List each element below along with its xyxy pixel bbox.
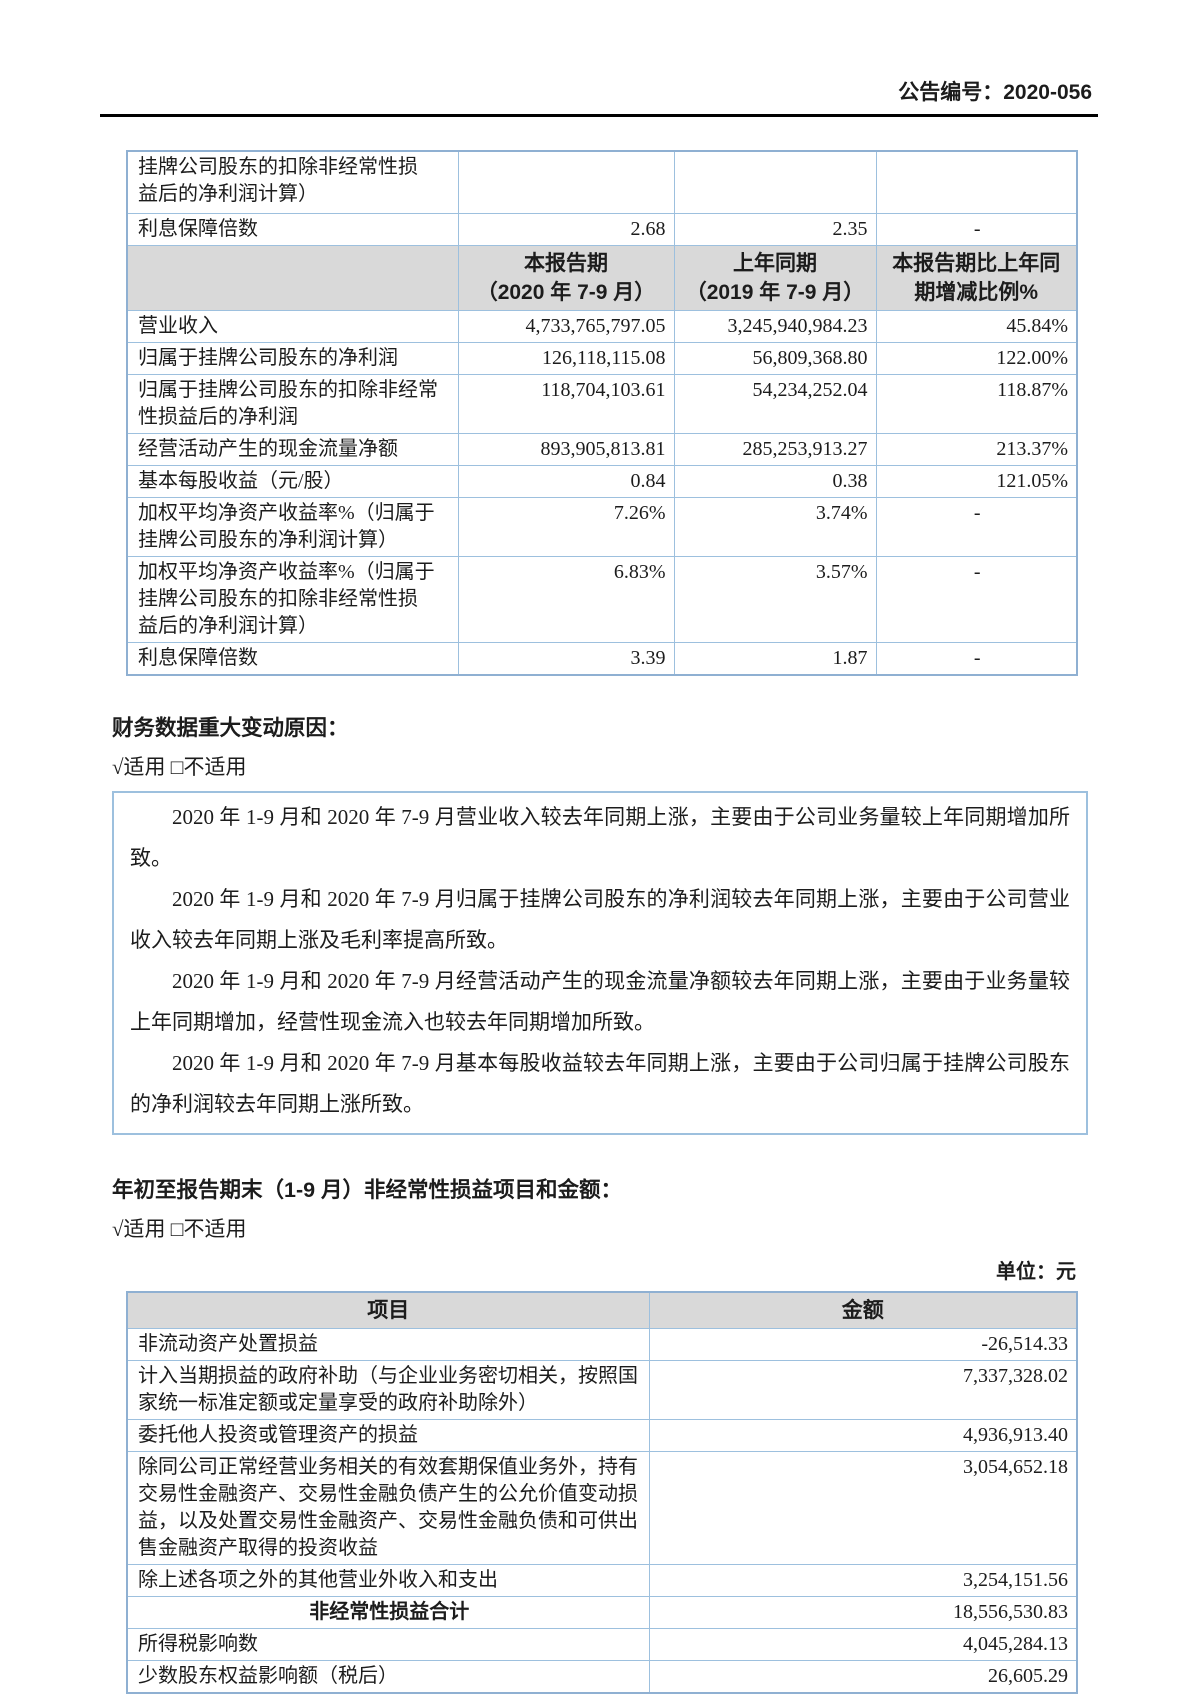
column-header: 本报告期比上年同 期增减比例%	[875, 244, 1078, 311]
table-row: 挂牌公司股东的扣除非经常性损 益后的净利润计算）	[126, 150, 1078, 214]
value-cell: 122.00%	[875, 341, 1078, 375]
value-cell: 7.26%	[457, 496, 675, 557]
table-row: 加权平均净资产收益率%（归属于挂牌公司股东的净利润计算） 7.26% 3.74%…	[126, 496, 1078, 557]
row-label: 少数股东权益影响额（税后）	[126, 1659, 650, 1693]
section-heading-financial-changes: 财务数据重大变动原因：	[112, 715, 349, 740]
reasons-box: 2020 年 1-9 月和 2020 年 7-9 月营业收入较去年同期上涨，主要…	[112, 790, 1088, 1135]
value-cell: 126,118,115.08	[457, 341, 675, 375]
value-cell	[457, 150, 675, 214]
row-label: 非经常性损益合计	[126, 1595, 650, 1629]
value-cell: 3,054,652.18	[648, 1450, 1078, 1565]
value-cell: 3,245,940,984.23	[673, 309, 877, 343]
value-cell: 6.83%	[457, 555, 675, 643]
value-cell: -	[875, 555, 1078, 643]
value-cell: -	[875, 641, 1078, 675]
value-cell: 1.87	[673, 641, 877, 675]
table-row: 加权平均净资产收益率%（归属于挂牌公司股东的扣除非经常性损 益后的净利润计算） …	[126, 555, 1078, 643]
value-cell: 3,254,151.56	[648, 1563, 1078, 1597]
value-cell: 3.74%	[673, 496, 877, 557]
value-cell: 893,905,813.81	[457, 432, 675, 466]
value-cell: 54,234,252.04	[673, 373, 877, 434]
value-cell: -26,514.33	[648, 1327, 1078, 1361]
value-cell: 2.35	[673, 212, 877, 246]
value-cell: -	[875, 212, 1078, 246]
table-row: 非流动资产处置损益 -26,514.33	[126, 1327, 1078, 1361]
value-cell: 56,809,368.80	[673, 341, 877, 375]
nonrecurring-table: 项目 金额 非流动资产处置损益 -26,514.33 计入当期损益的政府补助（与…	[126, 1290, 1078, 1694]
value-cell: 7,337,328.02	[648, 1359, 1078, 1420]
table-row: 利息保障倍数 3.39 1.87 -	[126, 641, 1078, 675]
value-cell: 4,733,765,797.05	[457, 309, 675, 343]
value-cell: 2.68	[457, 212, 675, 246]
table-row: 经营活动产生的现金流量净额 893,905,813.81 285,253,913…	[126, 432, 1078, 466]
table-row: 归属于挂牌公司股东的净利润 126,118,115.08 56,809,368.…	[126, 341, 1078, 375]
applicable-line: √适用 □不适用	[112, 754, 247, 779]
doc-number: 公告编号：2020-056	[898, 81, 1092, 104]
row-label: 计入当期损益的政府补助（与企业业务密切相关，按照国家统一标准定额或定量享受的政府…	[126, 1359, 650, 1420]
key-metrics-table: 挂牌公司股东的扣除非经常性损 益后的净利润计算） 利息保障倍数 2.68 2.3…	[126, 150, 1078, 676]
value-cell	[673, 150, 877, 214]
row-label: 所得税影响数	[126, 1627, 650, 1661]
unit-label: 单位：元	[996, 1260, 1076, 1283]
row-label: 挂牌公司股东的扣除非经常性损 益后的净利润计算）	[126, 150, 459, 214]
header-rule	[100, 114, 1098, 117]
table-header-row: 项目 金额	[126, 1291, 1078, 1329]
row-label: 加权平均净资产收益率%（归属于挂牌公司股东的扣除非经常性损 益后的净利润计算）	[126, 555, 459, 643]
column-header: 本报告期 （2020 年 7-9 月）	[457, 244, 675, 311]
row-label: 利息保障倍数	[126, 212, 459, 246]
value-cell: 121.05%	[875, 464, 1078, 498]
value-cell: 0.38	[673, 464, 877, 498]
table-row: 基本每股收益（元/股） 0.84 0.38 121.05%	[126, 464, 1078, 498]
value-cell	[875, 150, 1078, 214]
value-cell: 4,936,913.40	[648, 1418, 1078, 1452]
value-cell: 0.84	[457, 464, 675, 498]
value-cell: 45.84%	[875, 309, 1078, 343]
table-row-total: 非经常性损益合计 18,556,530.83	[126, 1595, 1078, 1629]
row-label: 非流动资产处置损益	[126, 1327, 650, 1361]
value-cell: 26,605.29	[648, 1659, 1078, 1693]
row-label: 加权平均净资产收益率%（归属于挂牌公司股东的净利润计算）	[126, 496, 459, 557]
table-row: 利息保障倍数 2.68 2.35 -	[126, 212, 1078, 246]
table-row: 计入当期损益的政府补助（与企业业务密切相关，按照国家统一标准定额或定量享受的政府…	[126, 1359, 1078, 1420]
table-row: 营业收入 4,733,765,797.05 3,245,940,984.23 4…	[126, 309, 1078, 343]
row-label: 营业收入	[126, 309, 459, 343]
row-label: 除同公司正常经营业务相关的有效套期保值业务外，持有交易性金融资产、交易性金融负债…	[126, 1450, 650, 1565]
table-row: 归属于挂牌公司股东的扣除非经常性损益后的净利润 118,704,103.61 5…	[126, 373, 1078, 434]
reason-paragraph: 2020 年 1-9 月和 2020 年 7-9 月归属于挂牌公司股东的净利润较…	[130, 886, 1070, 952]
table-row: 除同公司正常经营业务相关的有效套期保值业务外，持有交易性金融资产、交易性金融负债…	[126, 1450, 1078, 1565]
table-header-row: 本报告期 （2020 年 7-9 月） 上年同期 （2019 年 7-9 月） …	[126, 244, 1078, 311]
column-header: 金额	[648, 1291, 1078, 1329]
row-label: 归属于挂牌公司股东的扣除非经常性损益后的净利润	[126, 373, 459, 434]
value-cell: 285,253,913.27	[673, 432, 877, 466]
value-cell: 3.39	[457, 641, 675, 675]
value-cell: 4,045,284.13	[648, 1627, 1078, 1661]
row-label: 基本每股收益（元/股）	[126, 464, 459, 498]
value-cell: -	[875, 496, 1078, 557]
value-cell: 18,556,530.83	[648, 1595, 1078, 1629]
section-heading-nonrecurring: 年初至报告期末（1-9 月）非经常性损益项目和金额：	[112, 1177, 623, 1202]
value-cell: 118,704,103.61	[457, 373, 675, 434]
value-cell: 213.37%	[875, 432, 1078, 466]
reason-paragraph: 2020 年 1-9 月和 2020 年 7-9 月基本每股收益较去年同期上涨，…	[130, 1050, 1070, 1116]
table-row: 少数股东权益影响额（税后） 26,605.29	[126, 1659, 1078, 1693]
row-label: 利息保障倍数	[126, 641, 459, 675]
row-label: 经营活动产生的现金流量净额	[126, 432, 459, 466]
applicable-line: √适用 □不适用	[112, 1216, 247, 1241]
value-cell: 118.87%	[875, 373, 1078, 434]
value-cell: 3.57%	[673, 555, 877, 643]
column-header: 上年同期 （2019 年 7-9 月）	[673, 244, 877, 311]
column-header: 项目	[126, 1291, 650, 1329]
row-label: 委托他人投资或管理资产的损益	[126, 1418, 650, 1452]
column-header	[126, 244, 459, 311]
row-label: 归属于挂牌公司股东的净利润	[126, 341, 459, 375]
table-row: 所得税影响数 4,045,284.13	[126, 1627, 1078, 1661]
reason-paragraph: 2020 年 1-9 月和 2020 年 7-9 月营业收入较去年同期上涨，主要…	[130, 804, 1070, 870]
table-row: 除上述各项之外的其他营业外收入和支出 3,254,151.56	[126, 1563, 1078, 1597]
table-row: 委托他人投资或管理资产的损益 4,936,913.40	[126, 1418, 1078, 1452]
reason-paragraph: 2020 年 1-9 月和 2020 年 7-9 月经营活动产生的现金流量净额较…	[130, 968, 1070, 1034]
row-label: 除上述各项之外的其他营业外收入和支出	[126, 1563, 650, 1597]
